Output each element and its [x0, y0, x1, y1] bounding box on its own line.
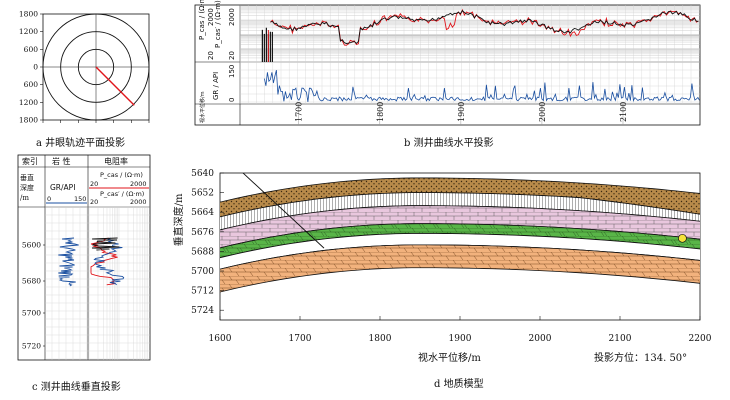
panel-a-xtick: 1200 — [51, 124, 70, 125]
panel-c-res2-label: P_cas′ / (Ω·m) — [100, 190, 144, 198]
caption-a: a 井眼轨迹平面投影 — [36, 138, 126, 149]
panel-c-ytick: 5720 — [22, 342, 41, 351]
panel-b-res-min-2: 20 — [228, 51, 236, 60]
panel-c-res1-min: 20 — [90, 180, 98, 188]
panel-d-geologic-model: 5640 5652 5664 5676 5688 5700 5712 5724 1600 170… — [172, 169, 712, 364]
panel-c-depth-label-2: 深度 — [20, 183, 34, 192]
panel-b-gr-labels: GR / API 0 150 — [212, 65, 236, 102]
panel-c-res-blue-curve — [93, 237, 125, 286]
panel-b-frame — [194, 4, 701, 126]
panel-d-xtick: 2200 — [689, 334, 712, 344]
caption-c: c 测井曲线垂直投影 — [32, 382, 121, 393]
panel-c-header-litho: 岩 性 — [52, 156, 71, 166]
panel-b-xtick: 2000 — [538, 102, 547, 122]
panel-d-xtick: 1600 — [209, 334, 232, 344]
panel-c-header-res: 电阻率 — [104, 156, 128, 166]
panel-a-ytick: 1800 — [19, 116, 38, 125]
panel-a-ytick: 600 — [24, 80, 39, 89]
panel-d-xtick: 1800 — [369, 334, 392, 344]
panel-b-gr-max: 150 — [228, 65, 236, 78]
panel-b-xtick: 1900 — [457, 102, 466, 122]
panel-d-xlabel: 视水平位移/m — [418, 351, 481, 364]
panel-a-ytick: 600 — [24, 45, 39, 54]
panel-d-orange-sandy-layer — [220, 244, 700, 293]
panel-c-res2-max: 2000 — [130, 198, 147, 206]
panel-d-ytick: 5640 — [191, 169, 214, 179]
panel-c-ytick: 5680 — [22, 277, 41, 286]
panel-b-res-label: P_cas / (Ω·m) — [198, 0, 206, 40]
panel-c-ytick: 5700 — [22, 309, 41, 318]
panel-d-ytick: 5712 — [191, 287, 214, 297]
panel-d-ytick: 5700 — [191, 267, 214, 277]
panel-b-res-black-curve — [270, 9, 699, 45]
panel-d-ytick: 5664 — [191, 208, 214, 218]
panel-d-xtick: 2100 — [609, 334, 632, 344]
panel-b-res-max: 2000 — [207, 8, 215, 26]
panel-c-depth-label-3: /m — [20, 194, 29, 202]
panel-d-ytick: 5676 — [191, 228, 214, 238]
panel-a-xtick: 600 — [71, 124, 86, 125]
panel-b-gr-min: 0 — [228, 98, 236, 102]
panel-d-ytick: 5688 — [191, 247, 214, 257]
panel-c-gr-label: GR/API — [50, 183, 75, 192]
panel-a-xtick: 1800 — [33, 124, 52, 125]
panel-d-azimuth: 投影方位：134. 50° — [594, 351, 687, 364]
panel-a-trajectory-line — [95, 66, 135, 106]
panel-c-vertical-logs: 索引 岩 性 电阻率 垂直 深度 /m GR/API 0 150 P_cas /… — [17, 154, 151, 361]
panel-a-ytick: 0 — [33, 63, 38, 72]
panel-d-xtick: 2000 — [529, 334, 552, 344]
panel-b-res-label-2: P_cas′ / (Ω·m) — [214, 0, 222, 48]
panel-c-gr-max: 150 — [74, 195, 86, 203]
panel-c-gr-min: 0 — [47, 195, 51, 203]
caption-d: d 地质模型 — [434, 379, 484, 390]
panel-b-res-labels: P_cas / (Ω·m) P_cas′ / (Ω·m) 20 2000 20 … — [198, 0, 236, 60]
panel-c-gr-curve — [58, 237, 79, 287]
panel-b-gr-curve — [264, 70, 700, 103]
panel-a-xtick: 0 — [94, 124, 99, 125]
panel-a-ytick: 1800 — [19, 10, 38, 19]
panel-d-well-marker — [678, 233, 687, 243]
panel-c-header-index: 索引 — [22, 156, 38, 166]
panel-d-ylabel: 垂直深度/m — [172, 193, 185, 246]
panel-b-res-min: 20 — [207, 51, 215, 60]
panel-a-xtick: 600 — [107, 124, 122, 125]
panel-c-res-black-curve — [91, 237, 120, 251]
panel-c-ytick: 5600 — [22, 241, 41, 250]
panel-d-trajectory-line — [242, 173, 325, 249]
panel-a-ytick: 1200 — [19, 98, 38, 107]
panel-b-depth-label: 视水平位移/m — [199, 91, 206, 123]
panel-a-xtick: 1800 — [139, 124, 158, 125]
panel-d-xtick: 1900 — [449, 334, 472, 344]
panel-d-xtick: 1700 — [289, 334, 312, 344]
panel-b-xtick: 1800 — [376, 102, 385, 122]
panel-a-ytick: 1200 — [19, 27, 38, 36]
panel-b-gr-label: GR / API — [212, 72, 220, 100]
panel-b-horizontal-logs: P_cas / (Ω·m) P_cas′ / (Ω·m) 20 2000 20 … — [194, 0, 701, 126]
panel-b-xtick: 2100 — [619, 102, 628, 122]
panel-d-ytick: 5724 — [191, 306, 214, 316]
panel-c-res1-label: P_cas / (Ω·m) — [100, 171, 143, 179]
panel-c-res1-max: 2000 — [130, 180, 147, 188]
caption-b: b 测井曲线水平投影 — [404, 138, 494, 149]
panel-c-depth-label-1: 垂直 — [20, 173, 34, 182]
panel-c-res2-min: 20 — [90, 198, 98, 206]
panel-d-ytick: 5652 — [191, 189, 214, 199]
panel-b-xtick: 1700 — [295, 102, 304, 122]
panel-a-xtick: 1200 — [122, 124, 141, 125]
panel-b-res-max-2: 2000 — [228, 8, 236, 26]
